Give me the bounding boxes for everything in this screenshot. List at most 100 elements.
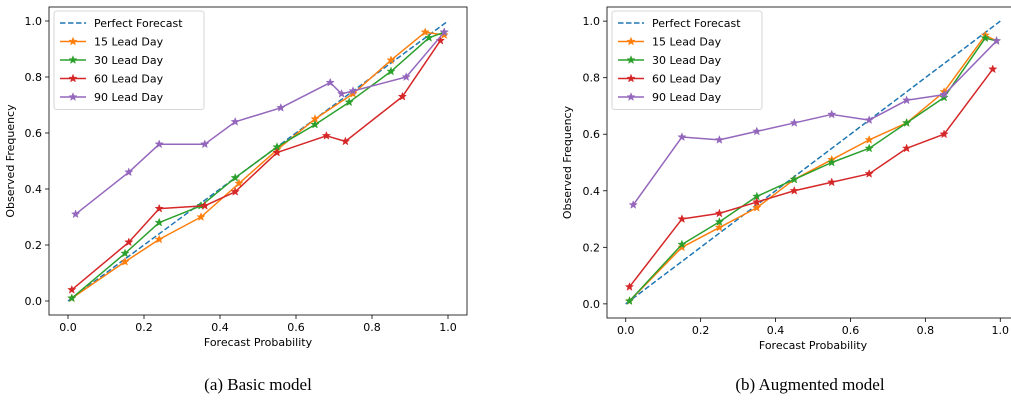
y-tick-label: 0.0 (25, 295, 43, 308)
x-axis-label: Forecast Probability (204, 336, 313, 349)
y-tick-label: 0.4 (583, 185, 601, 198)
data-point (234, 178, 244, 188)
x-tick-label: 0.0 (59, 321, 77, 334)
data-point (901, 118, 912, 127)
legend-marker (68, 36, 78, 46)
x-tick-label: 0.2 (135, 321, 153, 334)
data-point (752, 126, 762, 136)
legend-box (611, 10, 763, 110)
chart-panel-augmented: 0.0 0.2 0.4 0.6 0.8 1.0 0.0 0.2 0.4 0.6 0.8 1.0 Fore… (557, 0, 1011, 374)
y-tick-label: 1.0 (25, 15, 43, 28)
legend-marker (68, 73, 78, 83)
legend-label: 15 Lead Day (652, 36, 722, 49)
x-tick-label: 0.4 (767, 324, 785, 337)
x-tick-label: 0.8 (363, 321, 381, 334)
legend-label: 30 Lead Day (94, 54, 164, 67)
data-point (677, 242, 687, 252)
data-point (991, 36, 1002, 45)
data-point (310, 119, 320, 129)
legend-marker (626, 92, 636, 101)
data-point (677, 214, 687, 224)
data-point (230, 186, 240, 196)
data-point (864, 168, 874, 178)
legend-box (53, 10, 205, 110)
data-point (628, 199, 638, 209)
data-point (789, 118, 799, 127)
legend-label: 60 Lead Day (652, 73, 722, 86)
data-point (196, 212, 206, 221)
data-point (154, 203, 164, 213)
data-point (420, 27, 430, 37)
data-point (864, 143, 874, 153)
legend-marker (626, 36, 636, 46)
y-tick-label: 0.0 (583, 298, 601, 311)
data-point (67, 293, 77, 303)
x-tick-label: 0.6 (842, 324, 860, 337)
data-point (344, 97, 354, 107)
data-point (988, 64, 998, 74)
x-tick-label: 1.0 (992, 324, 1010, 337)
caption-augmented: (b) Augmented model (735, 375, 885, 394)
data-point (321, 130, 332, 140)
data-point (230, 116, 240, 126)
data-point (939, 92, 949, 102)
data-point (386, 55, 396, 65)
data-point (901, 143, 912, 153)
x-tick-label: 0.0 (617, 324, 635, 337)
legend-label: 60 Lead Day (94, 73, 164, 86)
x-axis-label: Forecast Probability (759, 339, 868, 352)
plot-frame (48, 6, 468, 316)
legend-marker (626, 73, 636, 83)
data-point (939, 89, 949, 99)
data-point (401, 72, 411, 81)
data-point (624, 281, 635, 291)
series-line (71, 40, 442, 291)
x-tick-label: 0.2 (692, 324, 710, 337)
legend-label: 90 Lead Day (94, 91, 164, 104)
data-point (230, 172, 240, 182)
data-point (200, 200, 210, 210)
data-point (154, 139, 164, 149)
legend-label: Perfect Forecast (652, 17, 741, 30)
y-tick-label: 0.2 (25, 239, 43, 252)
data-point (714, 134, 725, 144)
data-point (424, 32, 434, 42)
legend-label: 30 Lead Day (652, 54, 722, 67)
data-point (714, 208, 725, 218)
data-point (124, 167, 134, 177)
legend-label: 15 Lead Day (94, 36, 164, 49)
series-line (628, 68, 994, 288)
y-axis-label: Observed Frequency (561, 105, 574, 219)
legend-label: Perfect Forecast (94, 17, 183, 30)
y-tick-label: 0.6 (583, 128, 601, 141)
data-point (67, 284, 77, 294)
reliability-chart-basic: 0.0 0.2 0.4 0.6 0.8 1.0 0.0 0.2 0.4 0.6 0.8 1.0 Fore… (4, 6, 468, 349)
data-point (348, 86, 358, 95)
y-tick-label: 0.2 (583, 241, 601, 254)
data-point (827, 157, 837, 167)
legend-label: 90 Lead Day (652, 91, 722, 104)
data-point (939, 129, 949, 139)
plot-frame (606, 6, 1011, 319)
data-point (677, 239, 687, 249)
data-point (789, 174, 799, 184)
y-tick-label: 1.0 (583, 15, 601, 28)
data-point (386, 66, 396, 76)
data-point (677, 132, 687, 142)
data-point (276, 102, 286, 112)
data-point (325, 77, 335, 87)
legend-marker (68, 55, 78, 64)
y-tick-label: 0.4 (25, 183, 43, 196)
caption-basic: (a) Basic model (204, 375, 312, 394)
x-tick-label: 0.6 (287, 321, 305, 334)
chart-panel-basic: 0.0 0.2 0.4 0.6 0.8 1.0 0.0 0.2 0.4 0.6 0.8 1.0 Fore… (0, 0, 505, 374)
data-point (397, 91, 408, 101)
data-point (714, 216, 725, 226)
data-point (70, 209, 81, 219)
legend-marker (68, 92, 78, 101)
y-axis-label: Observed Frequency (4, 104, 17, 218)
y-tick-label: 0.8 (25, 71, 43, 84)
y-tick-label: 0.6 (25, 127, 43, 140)
data-point (120, 256, 130, 266)
data-point (864, 115, 874, 125)
